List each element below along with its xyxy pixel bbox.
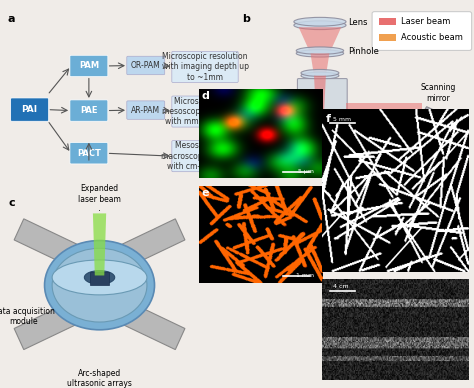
Polygon shape: [244, 101, 299, 118]
Polygon shape: [417, 107, 448, 132]
Text: d: d: [201, 91, 210, 101]
Text: Arc-shaped
ultrasonic arrays: Arc-shaped ultrasonic arrays: [67, 369, 132, 388]
Ellipse shape: [301, 72, 339, 79]
Text: Optical-acoustic
beam combiner: Optical-acoustic beam combiner: [301, 140, 363, 159]
Text: e: e: [201, 188, 209, 198]
Polygon shape: [346, 103, 422, 113]
Text: PACT: PACT: [77, 149, 101, 158]
Text: Microscopic and
mesoscopic resolution
with mm-level depth: Microscopic and mesoscopic resolution wi…: [162, 97, 248, 126]
FancyBboxPatch shape: [411, 149, 465, 168]
Text: AR-PAM: AR-PAM: [131, 106, 160, 115]
Text: Laser beam: Laser beam: [401, 17, 450, 26]
Polygon shape: [314, 76, 326, 124]
Bar: [379, 34, 396, 41]
FancyBboxPatch shape: [127, 101, 165, 120]
FancyBboxPatch shape: [70, 55, 108, 77]
Text: Microscopic resolution
with imaging depth up
to ~1mm: Microscopic resolution with imaging dept…: [162, 52, 248, 82]
Text: Expanded
laser beam: Expanded laser beam: [78, 184, 121, 204]
Text: Sample: Sample: [424, 154, 453, 163]
Text: Acoustic beam: Acoustic beam: [401, 33, 463, 42]
Text: PAM: PAM: [79, 61, 99, 71]
Text: Mesoscopic and
macroscopic resolution
with cm-level depth: Mesoscopic and macroscopic resolution wi…: [161, 141, 249, 171]
Ellipse shape: [84, 271, 115, 284]
Bar: [379, 18, 396, 25]
Polygon shape: [429, 122, 438, 147]
Ellipse shape: [52, 260, 147, 295]
Text: PAE: PAE: [80, 106, 98, 115]
Ellipse shape: [296, 47, 344, 54]
Polygon shape: [120, 302, 185, 350]
Text: a: a: [7, 14, 15, 24]
FancyBboxPatch shape: [235, 91, 263, 122]
Polygon shape: [120, 219, 185, 266]
FancyBboxPatch shape: [70, 143, 108, 164]
Text: c: c: [9, 198, 15, 208]
Ellipse shape: [294, 17, 346, 26]
Text: Scanning
mirror: Scanning mirror: [421, 83, 456, 103]
Text: 4 cm: 4 cm: [333, 284, 348, 289]
Text: 5 μm: 5 μm: [298, 169, 314, 174]
Polygon shape: [310, 53, 329, 76]
Text: b: b: [242, 14, 250, 24]
FancyBboxPatch shape: [172, 140, 238, 171]
Ellipse shape: [294, 21, 346, 29]
Ellipse shape: [45, 241, 155, 330]
Polygon shape: [93, 213, 106, 275]
Polygon shape: [14, 219, 79, 266]
Ellipse shape: [296, 50, 344, 57]
Text: Ultrasonic
transducer: Ultrasonic transducer: [228, 130, 270, 149]
Text: PAI: PAI: [21, 105, 38, 114]
Polygon shape: [299, 27, 341, 53]
FancyBboxPatch shape: [372, 12, 472, 50]
FancyBboxPatch shape: [172, 96, 238, 127]
Polygon shape: [14, 302, 79, 350]
Text: 5 mm: 5 mm: [333, 117, 351, 122]
Text: Pinhole: Pinhole: [348, 47, 379, 56]
FancyBboxPatch shape: [172, 51, 238, 83]
Text: OR-PAM: OR-PAM: [131, 61, 161, 70]
FancyBboxPatch shape: [127, 56, 165, 74]
Ellipse shape: [52, 248, 147, 322]
FancyBboxPatch shape: [90, 272, 109, 285]
Text: f: f: [325, 114, 330, 123]
Text: Data acquisition
module: Data acquisition module: [0, 307, 55, 326]
Text: Lens: Lens: [348, 18, 368, 28]
FancyBboxPatch shape: [10, 98, 49, 121]
Text: 1 mm: 1 mm: [296, 274, 314, 279]
FancyBboxPatch shape: [298, 78, 347, 133]
FancyBboxPatch shape: [70, 100, 108, 121]
Ellipse shape: [301, 69, 339, 76]
